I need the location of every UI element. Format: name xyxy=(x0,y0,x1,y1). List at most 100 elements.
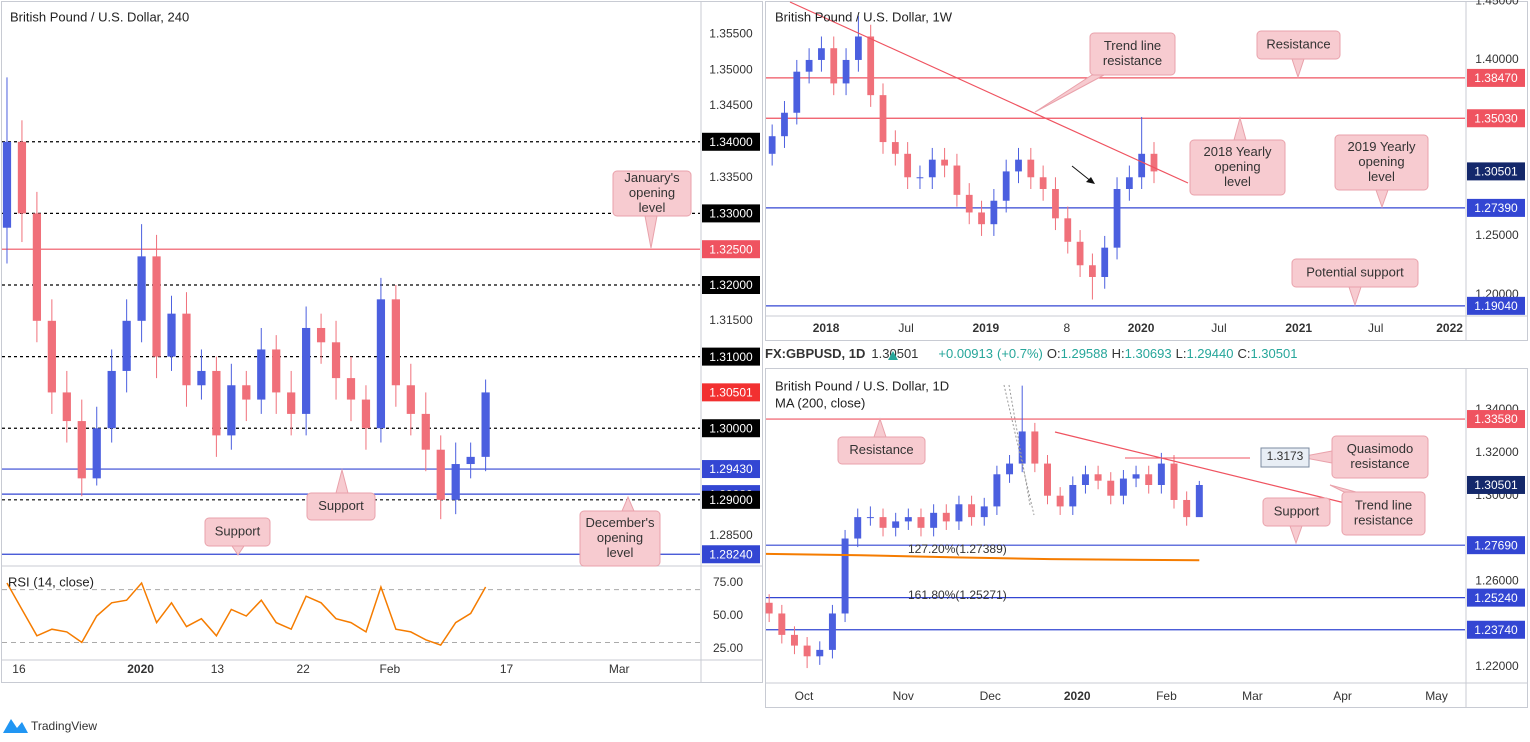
callout-text: Resistance xyxy=(849,442,913,457)
callout-box xyxy=(1291,258,1419,288)
candle-body xyxy=(990,200,998,225)
price-box-label: 1.23740 xyxy=(1474,623,1518,637)
logo-icon xyxy=(3,719,28,733)
ohlc-key: O: xyxy=(1047,346,1061,361)
y-tick-label: 25.00 xyxy=(713,641,743,655)
x-tick-label: 17 xyxy=(500,662,514,676)
price-box xyxy=(702,240,760,259)
ma-line xyxy=(765,552,1200,562)
x-tick-label: Nov xyxy=(893,689,914,703)
candle-body xyxy=(904,153,912,178)
candle-body xyxy=(867,36,875,96)
candle-body xyxy=(466,456,475,465)
x-tick-label: Jul xyxy=(898,321,913,335)
up-arrow xyxy=(888,351,898,360)
chart-title: British Pound / U.S. Dollar, 1W xyxy=(775,9,953,24)
price-box-label: 1.30501 xyxy=(1474,478,1518,492)
candle-body xyxy=(916,177,924,179)
candle-body xyxy=(17,141,27,214)
callout-text: opening xyxy=(1214,159,1260,174)
callout-box xyxy=(1341,491,1426,536)
candle-body xyxy=(778,613,786,635)
candle-body xyxy=(272,349,281,393)
y-tick-label: 1.40000 xyxy=(1475,52,1519,66)
callout-box xyxy=(204,517,271,547)
candle-body xyxy=(930,512,938,528)
callout-text: 2018 Yearly xyxy=(1204,144,1272,159)
candle-body xyxy=(953,165,961,195)
x-tick-label: 2019 xyxy=(973,321,1000,335)
callout-box xyxy=(1089,32,1176,76)
candle-body xyxy=(1044,463,1051,496)
candle-body xyxy=(941,159,948,166)
x-tick-label: May xyxy=(1425,689,1448,703)
candle-body xyxy=(32,213,42,321)
price-box xyxy=(702,490,760,509)
candle-body xyxy=(62,392,71,422)
candle-body xyxy=(346,378,356,400)
candle-body xyxy=(302,327,311,414)
x-tick-label: 16 xyxy=(12,662,26,676)
price-box-label: 1.19040 xyxy=(1474,299,1518,313)
x-tick-label: Apr xyxy=(1333,689,1352,703)
callout-box xyxy=(1256,30,1341,60)
candle-body xyxy=(928,159,936,178)
symbol-header: FX:GBPUSD, 1D 1.30501 +0.00913 (+0.7%) O:1.2… xyxy=(765,346,1297,361)
callout-box xyxy=(1334,134,1429,191)
candle-body xyxy=(765,602,773,614)
candle-body xyxy=(242,385,251,400)
price-box-label: 1.32500 xyxy=(709,242,753,256)
price-box xyxy=(702,460,760,479)
candle-body xyxy=(1089,265,1096,277)
y-tick-label: 1.31500 xyxy=(709,313,753,327)
x-tick-label: Dec xyxy=(980,689,1001,703)
candle-body xyxy=(828,613,836,650)
candle-body xyxy=(197,370,206,386)
marks xyxy=(2,15,1203,669)
candle-body xyxy=(1031,431,1039,464)
candle-body xyxy=(904,517,912,522)
candle-body xyxy=(1183,499,1191,518)
price-box-label: 1.28240 xyxy=(709,547,753,561)
candle-body xyxy=(1006,463,1014,475)
candle-body xyxy=(980,506,988,518)
price-box-label: 1.35030 xyxy=(1474,111,1518,125)
candle-body xyxy=(1157,463,1165,485)
callout-text: level xyxy=(1368,169,1395,184)
callout-text: level xyxy=(607,545,634,560)
callout-text: opening xyxy=(629,185,675,200)
y-tick-label: 1.35000 xyxy=(709,62,753,76)
candle-body xyxy=(1002,171,1010,201)
x-tick-label: Mar xyxy=(1242,689,1263,703)
price-box-label: 1.27690 xyxy=(1474,538,1518,552)
price-box-label: 1.30501 xyxy=(1474,165,1518,179)
price-note: 1.3173 xyxy=(1267,449,1304,463)
price-box-label: 1.34000 xyxy=(709,135,753,149)
trend-line xyxy=(789,1,1189,184)
callout-box xyxy=(579,510,661,567)
candle-body xyxy=(2,141,12,228)
price-box-label: 1.38470 xyxy=(1474,71,1518,85)
chart-title: British Pound / U.S. Dollar, 1D xyxy=(775,378,949,393)
change-pct: (+0.7%) xyxy=(997,346,1043,361)
price-box xyxy=(1467,68,1525,87)
price-box xyxy=(702,545,760,564)
price-box xyxy=(1467,475,1525,494)
candle-body xyxy=(361,399,371,429)
candle-body xyxy=(993,474,1001,507)
price-box xyxy=(702,132,760,151)
candle-body xyxy=(92,428,101,479)
y-tick-label: 1.32000 xyxy=(1475,445,1519,459)
candle-body xyxy=(257,349,266,400)
candle-body xyxy=(107,370,116,429)
candle-body xyxy=(331,342,341,379)
callout-box xyxy=(1262,497,1331,527)
callout-text: Potential support xyxy=(1306,264,1404,279)
candle-body xyxy=(137,256,146,321)
callout-text: Quasimodo xyxy=(1347,441,1413,456)
candle-body xyxy=(1039,177,1047,189)
x-tick-label: Mar xyxy=(609,662,630,676)
chart-title: British Pound / U.S. Dollar, 240 xyxy=(10,9,189,24)
price-box-label: 1.29000 xyxy=(709,493,753,507)
candle-body xyxy=(406,385,415,414)
